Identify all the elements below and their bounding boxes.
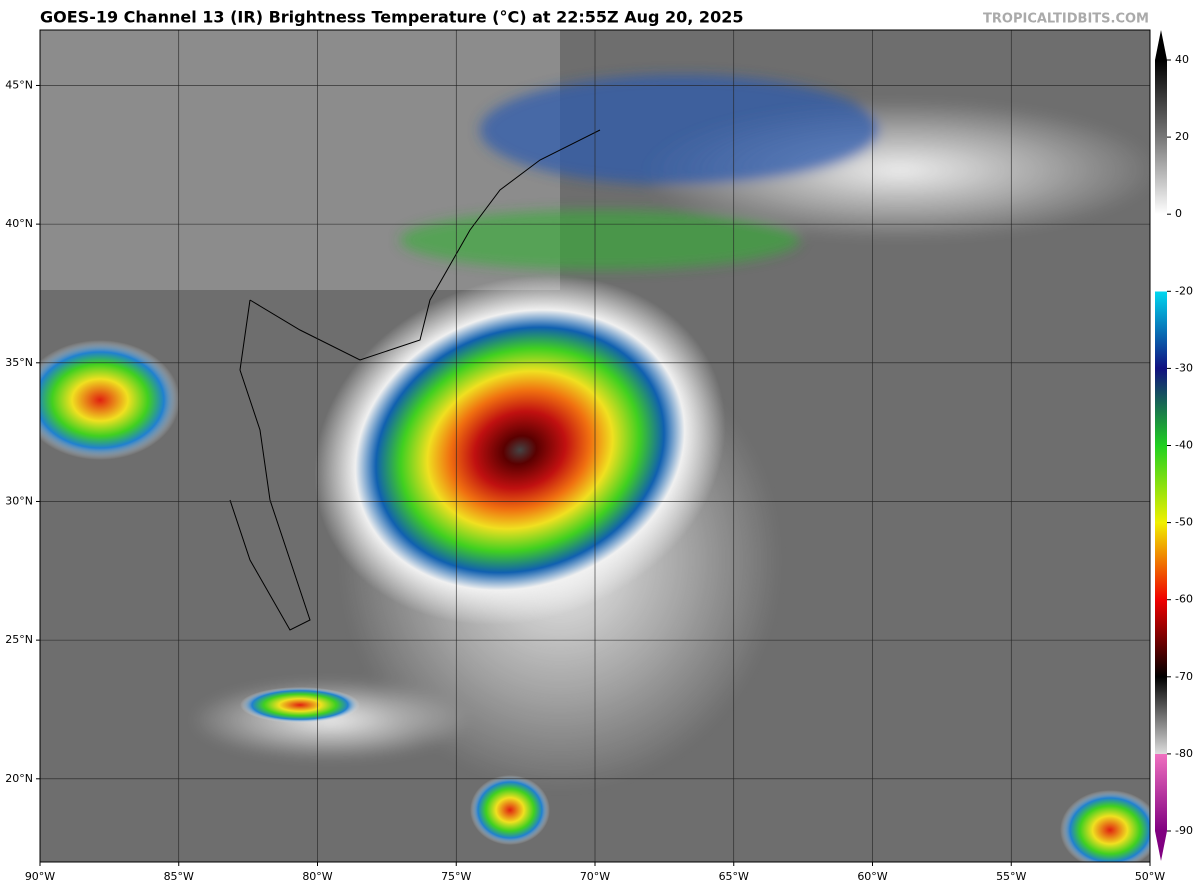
y-tick-label: 40°N	[5, 217, 33, 230]
colorbar-label: 0	[1175, 207, 1182, 220]
x-tick-label: 50°W	[1135, 870, 1165, 883]
y-tick-label: 35°N	[5, 356, 33, 369]
colorbar-extend-top	[1155, 30, 1167, 60]
y-tick-label: 30°N	[5, 494, 33, 507]
satellite-image	[40, 30, 1150, 862]
x-tick-label: 60°W	[857, 870, 887, 883]
colorbar-label: -90	[1175, 824, 1193, 837]
x-tick-label: 80°W	[302, 870, 332, 883]
colorbar-label: -30	[1175, 361, 1193, 374]
colorbar	[1155, 60, 1167, 831]
colorbar-label: 40	[1175, 53, 1189, 66]
colorbar-label: -80	[1175, 747, 1193, 760]
x-tick-label: 75°W	[441, 870, 471, 883]
x-tick-label: 65°W	[719, 870, 749, 883]
colorbar-label: -40	[1175, 439, 1193, 452]
y-tick-label: 45°N	[5, 78, 33, 91]
title: GOES-19 Channel 13 (IR) Brightness Tempe…	[40, 8, 743, 27]
colorbar-label: -60	[1175, 593, 1193, 606]
y-tick-label: 20°N	[5, 772, 33, 785]
x-tick-label: 70°W	[580, 870, 610, 883]
colorbar-extend-bottom	[1155, 831, 1167, 861]
colorbar-label: 20	[1175, 130, 1189, 143]
credit: TROPICALTIDBITS.COM	[983, 12, 1149, 27]
colorbar-label: -20	[1175, 284, 1193, 297]
x-tick-label: 85°W	[164, 870, 194, 883]
colorbar-label: -70	[1175, 670, 1193, 683]
y-tick-label: 25°N	[5, 633, 33, 646]
x-tick-label: 55°W	[996, 870, 1026, 883]
colorbar-label: -50	[1175, 516, 1193, 529]
x-tick-label: 90°W	[25, 870, 55, 883]
